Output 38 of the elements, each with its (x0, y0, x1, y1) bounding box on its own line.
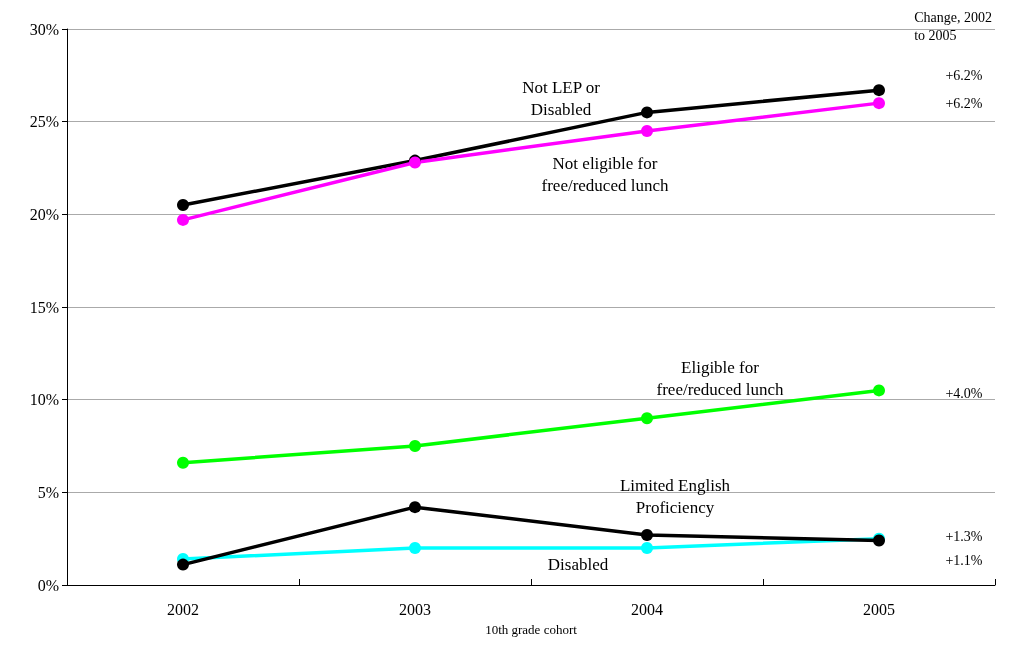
point (873, 97, 885, 110)
series-label: Disabled (547, 555, 609, 575)
y-tick-label: 25% (29, 113, 59, 131)
series-label: Eligible for free/reduced lunch (656, 357, 784, 399)
annotation: +4.0% (945, 385, 983, 401)
point (177, 213, 189, 226)
x-tick-label: 2002 (167, 600, 199, 618)
point (641, 528, 653, 541)
point (641, 124, 653, 137)
point (873, 384, 885, 397)
point (409, 541, 421, 554)
x-tick-label: 2005 (863, 600, 895, 618)
y-tick-label: 15% (29, 298, 59, 316)
point (409, 440, 421, 452)
y-tick-label: 20% (29, 205, 59, 223)
point (409, 501, 421, 514)
x-axis-title: 10th grade cohort (485, 622, 578, 637)
annotation: +1.3% (945, 528, 983, 544)
y-tick-label: 30% (29, 20, 59, 38)
point (177, 558, 189, 571)
point (177, 456, 189, 469)
series-label: Limited English Proficiency (619, 476, 731, 518)
point (177, 199, 189, 212)
y-tick-label: 0% (37, 576, 59, 594)
annotation: Change, 2002 to 2005 (914, 9, 992, 43)
series-label: Not eligible for free/reduced lunch (541, 154, 669, 196)
x-tick-label: 2003 (399, 600, 431, 618)
point (641, 412, 653, 425)
x-tick-label: 2004 (631, 600, 663, 618)
y-tick-label: 5% (37, 483, 59, 501)
annotation: +1.1% (945, 552, 983, 568)
annotation: +6.2% (945, 95, 983, 111)
point (873, 84, 885, 97)
annotation: +6.2% (945, 67, 983, 83)
y-tick-label: 10% (29, 391, 59, 409)
point (641, 106, 653, 119)
series-label: Not LEP or Disabled (522, 77, 601, 119)
point (641, 541, 653, 554)
